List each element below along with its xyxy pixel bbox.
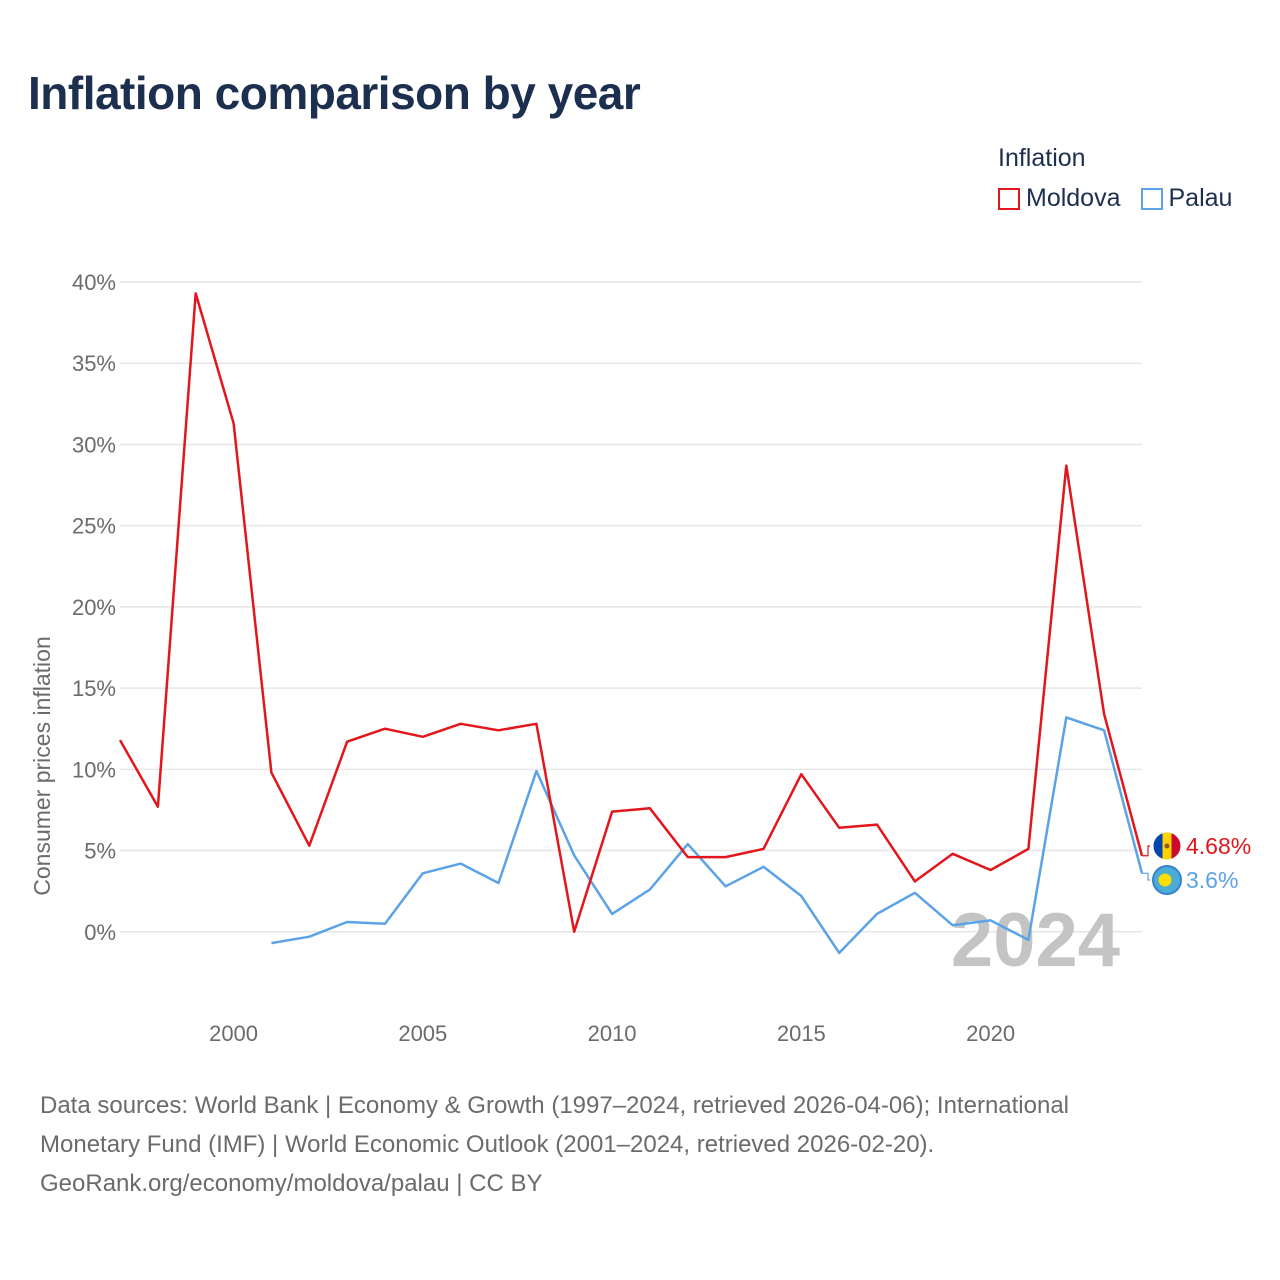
series-line-palau [271, 716, 1144, 955]
flag-moldova-blue [1153, 832, 1163, 860]
flag-palau-border [1152, 865, 1182, 895]
y-tick-label: 20% [72, 595, 116, 620]
series-line-moldova [118, 292, 1144, 934]
x-tick-label: 2015 [777, 1021, 826, 1046]
end-label-palau: 3.6% [1186, 867, 1238, 893]
legend-item-moldova[interactable]: Moldova [998, 184, 1121, 213]
flag-palau-disc [1158, 873, 1172, 887]
legend-title: Inflation [998, 144, 1086, 172]
flag-moldova-red [1171, 832, 1181, 860]
legend: Moldova Palau [998, 184, 1232, 213]
footer-sources-line-1: Data sources: World Bank | Economy & Gro… [40, 1092, 1070, 1119]
x-tick-label: 2010 [588, 1021, 637, 1046]
chart-title: Inflation comparison by year [28, 67, 641, 119]
year-watermark: 2024 [951, 898, 1120, 983]
y-tick-label: 40% [72, 270, 116, 295]
footer-sources-line-2: Monetary Fund (IMF) | World Economic Out… [40, 1131, 935, 1158]
footer: Data sources: World Bank | Economy & Gro… [40, 1086, 1240, 1203]
y-tick-label: 0% [84, 920, 116, 945]
line-chart: 0% 5% 10% 15% 20% 25% 30% 35% 40% 2000 2005 2010 201… [29, 270, 1251, 1046]
legend-label-moldova: Moldova [1026, 184, 1121, 212]
y-tick-label: 5% [84, 839, 116, 864]
legend-swatch-moldova [998, 187, 1020, 210]
legend-label-palau: Palau [1168, 184, 1233, 212]
legend-item-palau[interactable]: Palau [1140, 184, 1233, 213]
end-connector-moldova [1142, 845, 1150, 857]
end-connector-palau [1142, 872, 1150, 881]
y-tick-label: 35% [72, 351, 116, 376]
x-tick-label: 2000 [209, 1021, 258, 1046]
flag-moldova-border [1152, 831, 1182, 861]
y-tick-label: 10% [72, 757, 116, 782]
x-tick-label: 2020 [966, 1021, 1015, 1046]
x-tick-label: 2005 [398, 1021, 447, 1046]
y-tick-label: 25% [72, 514, 116, 539]
footer-attribution[interactable]: GeoRank.org/economy/moldova/palau | CC B… [40, 1170, 543, 1197]
legend-swatch-palau [1140, 187, 1163, 210]
y-tick-label: 15% [72, 676, 116, 701]
end-label-moldova: 4.68% [1186, 833, 1251, 859]
y-tick-label: 30% [72, 432, 116, 457]
flag-moldova-emblem [1164, 843, 1170, 849]
y-axis-label: Consumer prices inflation [29, 636, 55, 896]
